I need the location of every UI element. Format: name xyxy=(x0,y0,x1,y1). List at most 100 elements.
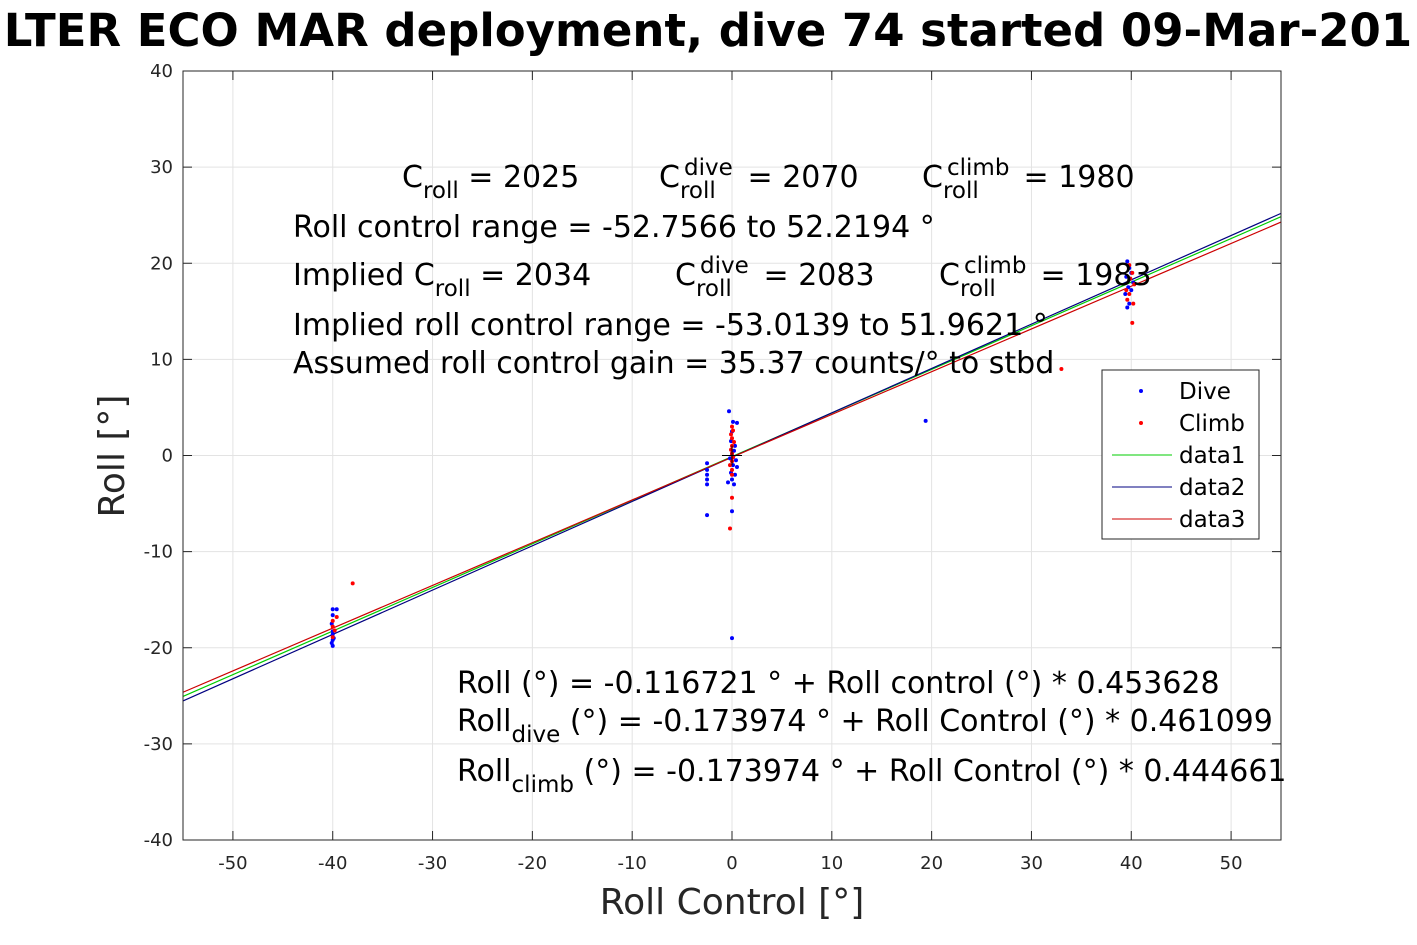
point-dive xyxy=(1127,266,1132,271)
point-climb xyxy=(1132,282,1137,287)
x-tick-label: -30 xyxy=(418,853,447,874)
x-tick-label: -50 xyxy=(218,853,247,874)
chart-title: LTER ECO MAR deployment, dive 74 started… xyxy=(4,4,1412,57)
point-dive xyxy=(1125,305,1130,310)
x-tick-label: 0 xyxy=(726,853,737,874)
point-dive xyxy=(330,643,335,648)
y-axis-label: Roll [°] xyxy=(92,395,133,518)
point-dive xyxy=(733,458,738,463)
point-climb xyxy=(730,436,734,441)
point-dive xyxy=(727,409,732,414)
x-tick-label: -20 xyxy=(518,853,547,874)
point-climb xyxy=(728,463,733,468)
annotation-gain: Assumed roll control gain = 35.37 counts… xyxy=(293,346,1054,381)
y-tick-label: -30 xyxy=(144,734,173,755)
x-tick-label: -40 xyxy=(318,853,347,874)
x-tick-label: 10 xyxy=(820,853,843,874)
y-tick-label: 0 xyxy=(162,446,173,467)
x-tick-label: -10 xyxy=(617,853,646,874)
point-dive xyxy=(726,480,731,485)
point-climb xyxy=(731,440,736,445)
legend-label-data1: data1 xyxy=(1179,443,1245,469)
point-dive xyxy=(705,467,710,472)
point-climb xyxy=(330,635,335,640)
axis-ticks: -50 -40 -30 -20 -10 0 10 20 30 40 50 40 30 20 10 0 -10 -2… xyxy=(144,61,1281,874)
y-tick-label: -20 xyxy=(144,638,173,659)
point-dive xyxy=(730,636,734,641)
legend-label-data2: data2 xyxy=(1179,475,1245,501)
point-climb xyxy=(332,628,337,633)
point-dive xyxy=(731,482,736,487)
data-points xyxy=(329,259,1137,648)
point-climb xyxy=(1130,270,1135,275)
point-dive xyxy=(734,465,739,470)
point-climb xyxy=(334,614,339,619)
point-dive xyxy=(730,509,734,514)
point-dive xyxy=(705,513,710,518)
point-dive xyxy=(923,418,928,423)
point-climb xyxy=(730,472,734,477)
legend-label-dive: Dive xyxy=(1179,379,1231,405)
point-climb xyxy=(1128,276,1133,281)
point-dive xyxy=(730,477,734,482)
annotation-fit-dive: Rolldive (°) = -0.173974 ° + Roll Contro… xyxy=(457,704,1273,748)
y-tick-label: 10 xyxy=(150,349,173,370)
origin-crosshair xyxy=(722,445,742,466)
point-dive xyxy=(705,482,710,487)
point-climb xyxy=(1131,301,1136,306)
annotation-implied-range: Implied roll control range = -53.0139 to… xyxy=(293,308,1048,343)
point-climb xyxy=(730,428,735,433)
point-dive xyxy=(330,632,335,637)
annotation-c-roll-climb: Crollclimb = 1980 xyxy=(922,155,1135,204)
point-climb xyxy=(1059,366,1064,371)
legend-swatch-dive xyxy=(1139,389,1143,393)
annotation-implied-c-dive: Crolldive = 2083 xyxy=(675,253,875,302)
point-climb xyxy=(730,424,734,429)
y-tick-label: -10 xyxy=(144,542,173,563)
y-tick-label: -40 xyxy=(144,830,173,851)
legend-label-climb: Climb xyxy=(1179,411,1245,437)
x-tick-label: 30 xyxy=(1020,853,1043,874)
annotation-c-roll-dive: Crolldive = 2070 xyxy=(659,155,859,204)
y-tick-label: 30 xyxy=(150,157,173,178)
point-dive xyxy=(1124,274,1129,279)
point-dive xyxy=(1129,288,1134,293)
point-dive xyxy=(334,607,339,612)
point-dive xyxy=(330,613,335,618)
x-tick-label: 20 xyxy=(920,853,943,874)
y-tick-label: 40 xyxy=(150,61,173,82)
annotation-fit: Roll (°) = -0.116721 ° + Roll control (°… xyxy=(457,666,1220,701)
legend: Dive Climb data1 data2 data3 xyxy=(1101,369,1260,540)
point-climb xyxy=(730,467,734,472)
point-climb xyxy=(1124,288,1129,293)
point-climb xyxy=(728,526,733,531)
point-climb xyxy=(330,624,335,629)
point-dive xyxy=(705,472,710,477)
x-tick-label: 40 xyxy=(1120,853,1143,874)
point-dive xyxy=(705,461,710,466)
point-climb xyxy=(730,495,734,500)
annotation-implied-c-roll: Implied Croll = 2034 xyxy=(293,258,591,302)
legend-label-data3: data3 xyxy=(1179,507,1245,533)
point-climb xyxy=(1130,320,1135,325)
legend-swatch-climb xyxy=(1139,421,1143,425)
point-climb xyxy=(1127,292,1132,297)
annotation-block-fits: Roll (°) = -0.116721 ° + Roll control (°… xyxy=(457,666,1287,798)
point-dive xyxy=(730,419,735,424)
point-climb xyxy=(1127,263,1132,268)
point-dive xyxy=(705,477,710,482)
annotation-block-top: Croll = 2025 Crolldive = 2070 Crollclimb… xyxy=(293,155,1152,381)
point-dive xyxy=(1126,285,1131,290)
x-tick-label: 50 xyxy=(1220,853,1243,874)
point-dive xyxy=(734,420,739,425)
annotation-range: Roll control range = -52.7566 to 52.2194… xyxy=(293,210,935,245)
point-climb xyxy=(1125,297,1130,302)
point-climb xyxy=(350,581,355,586)
point-dive xyxy=(330,607,335,612)
annotation-fit-climb: Rollclimb (°) = -0.173974 ° + Roll Contr… xyxy=(457,754,1287,798)
point-climb xyxy=(330,618,335,623)
point-dive xyxy=(732,472,737,477)
point-dive xyxy=(732,443,737,448)
point-dive xyxy=(1123,292,1128,297)
